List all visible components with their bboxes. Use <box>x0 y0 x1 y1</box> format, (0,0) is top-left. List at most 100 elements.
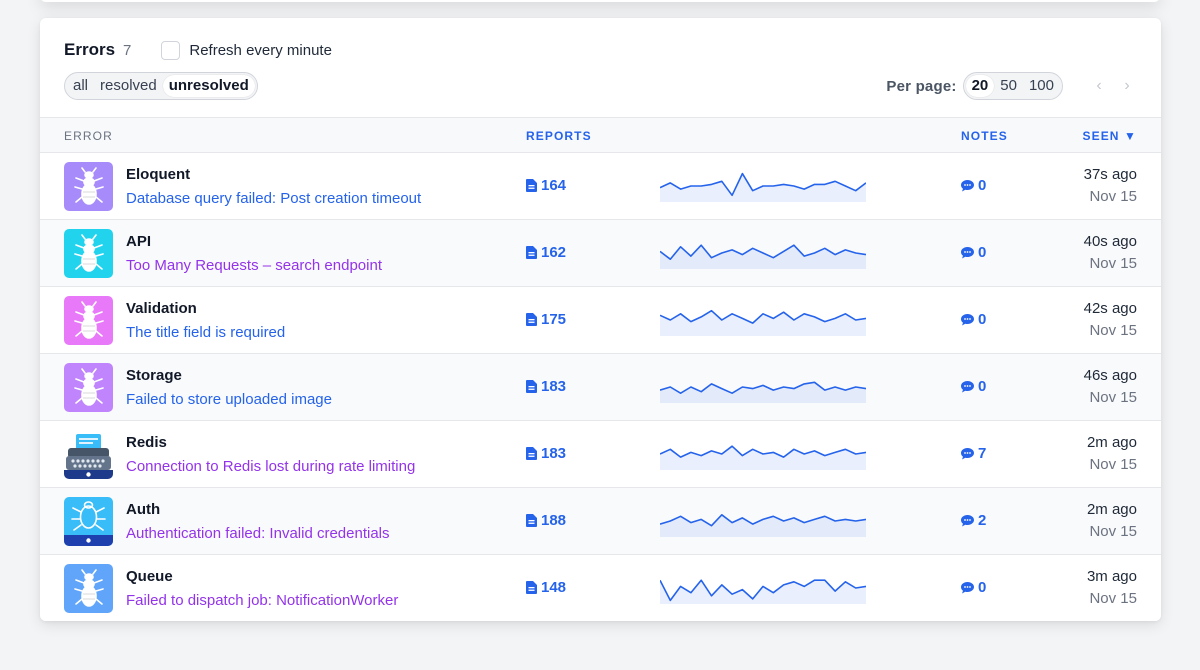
seen-cell: 2m ago Nov 15 <box>1087 434 1137 473</box>
seen-ago: 46s ago <box>1083 367 1137 384</box>
prev-page-icon[interactable]: ‹ <box>1096 77 1102 94</box>
error-message-link[interactable]: Authentication failed: Invalid credentia… <box>126 525 390 542</box>
reports-count[interactable]: 148 <box>526 579 566 596</box>
notes-count[interactable]: 7 <box>961 445 986 462</box>
column-reports[interactable]: Reports <box>526 129 592 143</box>
error-message-link[interactable]: Database query failed: Post creation tim… <box>126 190 422 207</box>
sparkline-area <box>660 245 866 269</box>
column-seen[interactable]: Seen ▼ <box>1082 129 1137 143</box>
notes-value: 0 <box>978 579 987 596</box>
per-page-label: Per page: <box>886 77 957 95</box>
sparkline-line <box>660 579 866 602</box>
filter-resolved[interactable]: resolved <box>100 77 157 94</box>
per-page-50[interactable]: 50 <box>1000 77 1017 94</box>
seen-date: Nov 15 <box>1089 389 1137 406</box>
notes-value: 0 <box>978 378 987 395</box>
reports-value: 183 <box>541 445 567 462</box>
filter-unresolved[interactable]: unresolved <box>162 75 255 97</box>
error-message-link[interactable]: Failed to dispatch job: NotificationWork… <box>126 592 399 609</box>
refresh-toggle[interactable]: Refresh every minute <box>161 40 332 60</box>
table-row[interactable]: Redis Connection to Redis lost during rat… <box>40 421 1161 488</box>
bug-icon <box>64 296 113 345</box>
refresh-checkbox[interactable] <box>161 40 181 60</box>
reports-count[interactable]: 175 <box>526 311 566 328</box>
notes-count[interactable]: 0 <box>961 579 986 596</box>
column-notes[interactable]: Notes <box>961 129 1008 143</box>
error-message-link[interactable]: Failed to store uploaded image <box>126 391 332 408</box>
sparkline-area <box>660 173 866 202</box>
document-icon <box>526 179 537 192</box>
error-name: Auth <box>126 501 161 518</box>
table-row[interactable]: Validation The title field is required 175… <box>40 287 1161 354</box>
error-message-link[interactable]: Too Many Requests – search endpoint <box>126 257 382 274</box>
error-message-link[interactable]: The title field is required <box>126 324 286 341</box>
filter-all[interactable]: all <box>73 77 89 94</box>
reports-count[interactable]: 164 <box>526 177 566 194</box>
document-icon <box>526 246 537 259</box>
table-row[interactable]: Queue Failed to dispatch job: Notificatio… <box>40 555 1161 621</box>
seen-date: Nov 15 <box>1089 255 1137 272</box>
error-message-link[interactable]: Connection to Redis lost during rate lim… <box>126 458 416 475</box>
error-name: Queue <box>126 568 173 585</box>
sparkline-area <box>660 446 866 470</box>
seen-date: Nov 15 <box>1089 456 1137 473</box>
page-title: Errors <box>64 40 116 59</box>
comment-icon <box>961 514 974 526</box>
seen-cell: 42s ago Nov 15 <box>1084 300 1137 339</box>
notes-count[interactable]: 0 <box>961 177 986 194</box>
error-name: API <box>126 233 152 250</box>
per-page-20[interactable]: 20 <box>965 75 995 97</box>
table-row[interactable]: Storage Failed to store uploaded image 183… <box>40 354 1161 421</box>
table-row[interactable]: Eloquent Database query failed: Post crea… <box>40 153 1161 220</box>
document-icon <box>526 380 537 393</box>
table-row[interactable]: API Too Many Requests – search endpoint 16… <box>40 220 1161 287</box>
notes-count[interactable]: 0 <box>961 244 986 261</box>
reports-count[interactable]: 188 <box>526 512 566 529</box>
per-page-100[interactable]: 100 <box>1028 77 1054 94</box>
notes-count[interactable]: 0 <box>961 311 986 328</box>
bug-icon <box>64 564 113 613</box>
error-count: 7 <box>123 41 132 59</box>
table-header: Error Reports Notes Seen ▼ <box>40 117 1161 153</box>
previous-card <box>40 0 1160 2</box>
sparkline-line <box>660 172 866 197</box>
reports-value: 183 <box>541 378 567 395</box>
reports-sparkline <box>660 381 866 403</box>
seen-date: Nov 15 <box>1089 523 1137 540</box>
bug-icon <box>64 162 113 211</box>
seen-ago: 37s ago <box>1083 166 1137 183</box>
error-name: Eloquent <box>126 166 191 183</box>
reports-value: 148 <box>541 579 567 596</box>
reports-count[interactable]: 183 <box>526 378 566 395</box>
comment-icon <box>961 447 974 459</box>
document-icon <box>526 581 537 594</box>
table-row[interactable]: Auth Authentication failed: Invalid crede… <box>40 488 1161 555</box>
reports-sparkline <box>660 579 866 604</box>
bug-icon <box>64 497 113 546</box>
next-page-icon[interactable]: › <box>1124 77 1130 94</box>
sparkline-line <box>660 309 866 324</box>
sparkline-area <box>660 580 866 604</box>
reports-sparkline <box>660 514 866 537</box>
seen-cell: 37s ago Nov 15 <box>1084 166 1137 205</box>
reports-value: 188 <box>541 512 567 529</box>
seen-cell: 40s ago Nov 15 <box>1084 233 1137 272</box>
sparkline-line <box>660 445 866 458</box>
seen-date: Nov 15 <box>1089 590 1137 607</box>
notes-count[interactable]: 0 <box>961 378 986 395</box>
notes-count[interactable]: 2 <box>961 512 986 529</box>
sparkline-line <box>660 514 866 527</box>
reports-count[interactable]: 183 <box>526 445 566 462</box>
seen-cell: 3m ago Nov 15 <box>1087 568 1137 607</box>
seen-cell: 2m ago Nov 15 <box>1087 501 1137 540</box>
sparkline-line <box>660 244 866 261</box>
reports-value: 175 <box>541 311 567 328</box>
sparkline-area <box>660 514 866 537</box>
notes-value: 7 <box>978 445 987 462</box>
reports-count[interactable]: 162 <box>526 244 566 261</box>
comment-icon <box>961 179 974 191</box>
reports-value: 162 <box>541 244 567 261</box>
comment-icon <box>961 581 974 593</box>
column-error: Error <box>64 129 113 143</box>
errors-panel: Errors 7 Refresh every minute all resolve… <box>40 18 1161 621</box>
